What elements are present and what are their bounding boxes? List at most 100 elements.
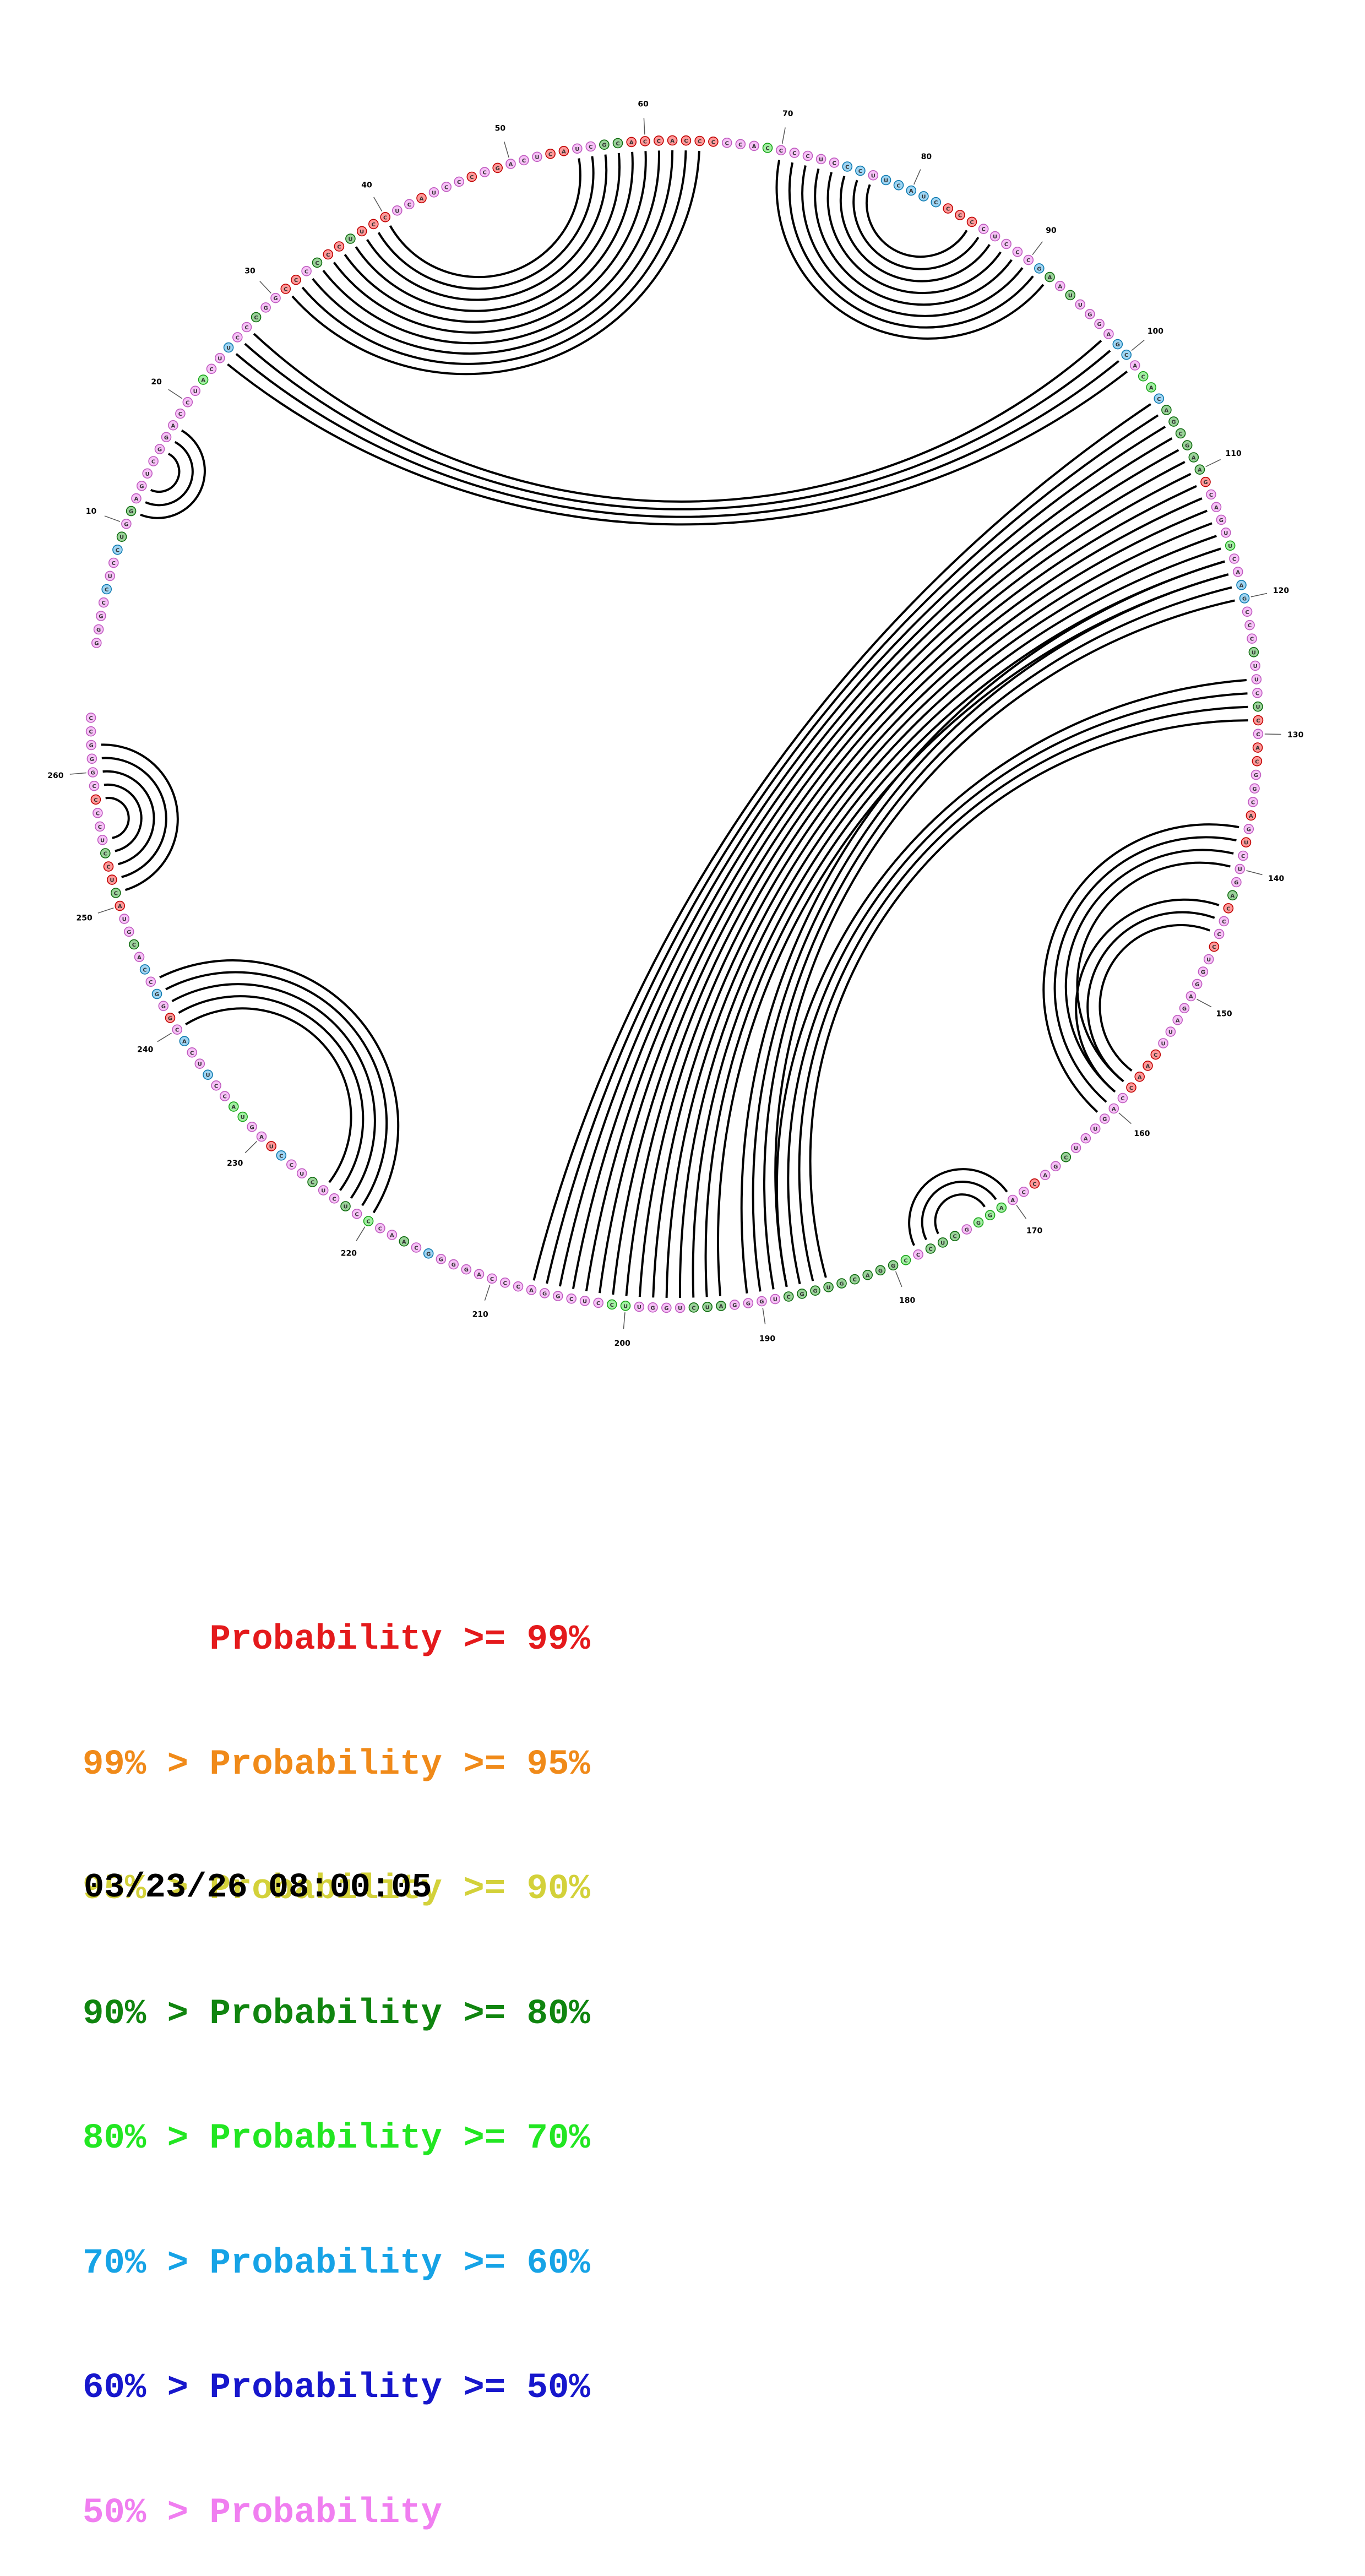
- nucleotide: G: [1192, 979, 1203, 990]
- nucleotide-dot: [165, 1013, 176, 1023]
- nucleotide-dot: [1029, 1178, 1040, 1189]
- nucleotide-dot: [1161, 405, 1172, 415]
- base-pair-arc: [1064, 849, 1234, 1093]
- nucleotide-dot: [237, 1111, 248, 1122]
- nucleotide: C: [108, 557, 119, 568]
- nucleotide-dot: [585, 141, 596, 152]
- nucleotide-dot: [1211, 502, 1222, 513]
- nucleotide-dot: [219, 1091, 230, 1101]
- tick-line: [168, 389, 183, 399]
- nucleotide: U: [142, 468, 153, 479]
- tick-label: 260: [47, 771, 63, 780]
- nucleotide: C: [1001, 238, 1011, 249]
- nucleotide: C: [1117, 1093, 1128, 1104]
- nucleotide-letter: U: [884, 178, 888, 184]
- nucleotide-letter: G: [732, 1302, 737, 1308]
- nucleotide: A: [1103, 329, 1114, 339]
- nucleotide: A: [526, 1285, 537, 1295]
- nucleotide-dot: [318, 1185, 329, 1195]
- nucleotide-dot: [875, 1265, 886, 1276]
- nucleotide-dot: [416, 193, 427, 204]
- nucleotide-letter: G: [1182, 1006, 1187, 1012]
- nucleotide: C: [513, 1281, 524, 1292]
- nucleotide-letter: U: [637, 1305, 641, 1311]
- base-pair-arc: [775, 160, 1045, 340]
- nucleotide: G: [1179, 1003, 1190, 1014]
- nucleotide-letter: C: [304, 269, 308, 275]
- nucleotide-dot: [943, 203, 953, 214]
- nucleotide-letter: C: [355, 1211, 358, 1218]
- nucleotide: C: [1126, 1082, 1136, 1093]
- nucleotide-letter: C: [407, 202, 411, 208]
- nucleotide: A: [134, 952, 145, 963]
- nucleotide: G: [1198, 966, 1209, 977]
- nucleotide-letter: C: [209, 367, 213, 373]
- nucleotide-dot: [913, 1249, 923, 1260]
- nucleotide-dot: [1182, 440, 1193, 450]
- nucleotide: A: [716, 1301, 726, 1311]
- nucleotide-letter: C: [1212, 944, 1216, 950]
- nucleotide: C: [454, 176, 465, 187]
- base-pair-arc: [678, 535, 1217, 1298]
- nucleotide-letter: C: [254, 315, 258, 321]
- nucleotide-letter: G: [164, 435, 168, 441]
- nucleotide-letter: C: [89, 715, 93, 721]
- nucleotide-letter: G: [878, 1268, 883, 1274]
- nucleotide-letter: U: [343, 1204, 347, 1210]
- nucleotide: G: [121, 518, 132, 529]
- tick-line: [1264, 733, 1281, 735]
- nucleotide-letter: U: [269, 1144, 274, 1150]
- nucleotide-letter: C: [457, 180, 461, 186]
- nucleotide-letter: A: [1112, 1106, 1116, 1112]
- nucleotide: C: [519, 155, 529, 166]
- nucleotide: U: [237, 1111, 248, 1122]
- nucleotide-dot: [1241, 837, 1252, 847]
- nucleotide-letter: C: [1004, 242, 1008, 248]
- nucleotide: C: [363, 1216, 374, 1226]
- nucleotide-letter: C: [589, 144, 592, 150]
- tick-line: [157, 1032, 172, 1042]
- base-pair-arcs: [101, 150, 1249, 1298]
- nucleotide: A: [1045, 271, 1055, 282]
- nucleotide-dot: [918, 191, 929, 202]
- nucleotide-dot: [107, 874, 117, 885]
- base-pair-arc: [140, 429, 206, 519]
- nucleotide-letter: A: [529, 1288, 534, 1294]
- tick-label: 200: [614, 1339, 630, 1348]
- nucleotide-letter: A: [1149, 385, 1154, 391]
- legend-row-p95: 99% > Probability >= 95%: [83, 1744, 590, 1785]
- nucleotide-dot: [862, 1270, 873, 1280]
- nucleotide-letter: A: [562, 149, 566, 155]
- nucleotide: C: [802, 150, 813, 161]
- nucleotide-dot: [620, 1301, 631, 1311]
- nucleotide-dot: [776, 145, 786, 156]
- nucleotide-dot: [115, 900, 125, 911]
- nucleotide-dot: [1179, 1003, 1190, 1014]
- nucleotide: C: [232, 332, 243, 343]
- nucleotide-letter: C: [1141, 374, 1145, 380]
- nucleotide-letter: U: [1074, 1146, 1078, 1152]
- nucleotide-letter: C: [378, 1226, 382, 1232]
- nucleotide-letter: C: [1209, 492, 1213, 498]
- nucleotide: G: [86, 740, 96, 751]
- nucleotide-dot: [280, 284, 291, 294]
- nucleotide: C: [375, 1223, 385, 1233]
- nucleotide: G: [492, 162, 503, 173]
- nucleotide: C: [466, 171, 477, 182]
- base-pair-arc: [1086, 911, 1215, 1083]
- nucleotide-dot: [179, 1036, 190, 1046]
- nucleotide: A: [198, 374, 209, 385]
- nucleotide-letter: C: [657, 138, 661, 144]
- nucleotide-dot: [168, 420, 178, 431]
- tick-label: 80: [921, 153, 932, 161]
- nucleotide-dot: [1227, 890, 1238, 901]
- nucleotide-letter: A: [752, 144, 757, 150]
- base-pair-arc: [788, 162, 1034, 329]
- nucleotide-dot: [91, 638, 102, 648]
- nucleotide: C: [479, 167, 490, 177]
- nucleotide-letter: C: [94, 797, 97, 803]
- base-pair-arc: [801, 165, 1024, 317]
- nucleotide-dot: [129, 939, 139, 950]
- nucleotide-dot: [228, 1101, 239, 1112]
- base-pair-arc: [322, 150, 660, 345]
